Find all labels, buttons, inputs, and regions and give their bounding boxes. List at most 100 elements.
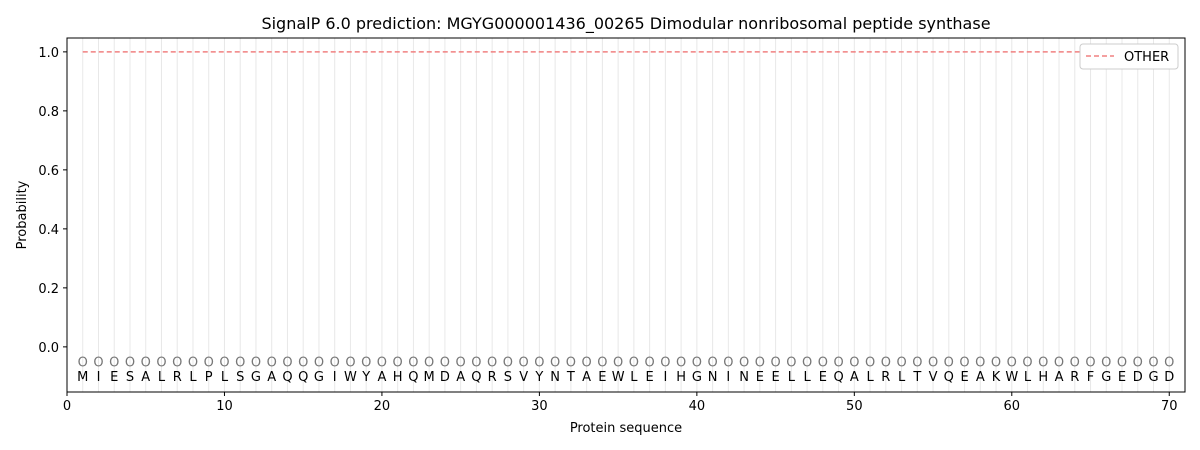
y-tick-label: 0.6 <box>38 164 59 179</box>
region-label: O <box>944 356 954 371</box>
residue-label: I <box>726 370 730 385</box>
x-tick-label: 50 <box>846 399 863 414</box>
residue-label: P <box>205 370 213 385</box>
region-label: O <box>424 356 434 371</box>
residue-label: D <box>440 370 450 385</box>
region-label: O <box>1007 356 1017 371</box>
residue-label: Y <box>534 370 543 385</box>
residue-label: I <box>97 370 101 385</box>
region-label: O <box>739 356 749 371</box>
region-label: O <box>818 356 828 371</box>
residue-label: G <box>692 370 702 385</box>
residue-label: G <box>1148 370 1158 385</box>
residue-label: K <box>992 370 1001 385</box>
region-label: O <box>1148 356 1158 371</box>
residue-label: I <box>663 370 667 385</box>
region-label: O <box>503 356 513 371</box>
residue-label: A <box>1055 370 1064 385</box>
residue-label: R <box>881 370 890 385</box>
region-label: O <box>125 356 135 371</box>
residue-label: G <box>1101 370 1111 385</box>
x-tick-label: 20 <box>374 399 391 414</box>
residue-label: W <box>612 370 625 385</box>
x-tick-label: 40 <box>689 399 706 414</box>
region-label: O <box>235 356 245 371</box>
residue-label: V <box>519 370 528 385</box>
region-label: O <box>849 356 859 371</box>
residue-label: G <box>251 370 261 385</box>
residue-label: E <box>819 370 827 385</box>
region-label: O <box>456 356 466 371</box>
residue-label: N <box>708 370 718 385</box>
x-tick-label: 30 <box>531 399 548 414</box>
residue-label: Y <box>361 370 370 385</box>
region-label: O <box>1117 356 1127 371</box>
legend: OTHER <box>1079 43 1179 70</box>
residue-label: L <box>1024 370 1032 385</box>
residue-label: A <box>141 370 150 385</box>
region-label: O <box>471 356 481 371</box>
residue-label: H <box>393 370 403 385</box>
residue-label: G <box>314 370 324 385</box>
region-label: O <box>314 356 324 371</box>
region-label: O <box>645 356 655 371</box>
region-label: O <box>629 356 639 371</box>
region-label: O <box>959 356 969 371</box>
region-label: O <box>330 356 340 371</box>
region-label: O <box>109 356 119 371</box>
region-label: O <box>78 356 88 371</box>
region-label: O <box>550 356 560 371</box>
region-label: O <box>613 356 623 371</box>
legend-label-other: OTHER <box>1124 50 1169 65</box>
region-label: O <box>1070 356 1080 371</box>
residue-label: W <box>344 370 357 385</box>
region-label: O <box>755 356 765 371</box>
region-label: O <box>519 356 529 371</box>
residue-label: E <box>110 370 118 385</box>
region-label: O <box>393 356 403 371</box>
residue-label: N <box>739 370 749 385</box>
region-label: O <box>770 356 780 371</box>
y-tick-label: 0.0 <box>38 341 59 356</box>
region-label: O <box>1054 356 1064 371</box>
region-label: O <box>534 356 544 371</box>
region-label: O <box>597 356 607 371</box>
y-tick-label: 0.2 <box>38 282 59 297</box>
residue-label: W <box>1005 370 1018 385</box>
region-label: O <box>361 356 371 371</box>
region-label: O <box>928 356 938 371</box>
region-label: O <box>204 356 214 371</box>
y-tick-label: 1.0 <box>38 46 59 61</box>
residue-label: Q <box>471 370 481 385</box>
x-tick-label: 10 <box>216 399 233 414</box>
residue-label: E <box>756 370 764 385</box>
residue-label: A <box>456 370 465 385</box>
region-label: O <box>1133 356 1143 371</box>
x-tick-label: 70 <box>1161 399 1178 414</box>
y-tick-label: 0.4 <box>38 223 59 238</box>
region-label: O <box>896 356 906 371</box>
residue-label: H <box>676 370 686 385</box>
region-label: O <box>440 356 450 371</box>
residue-label: T <box>912 370 921 385</box>
region-label: O <box>298 356 308 371</box>
residue-label: L <box>898 370 906 385</box>
region-label: O <box>723 356 733 371</box>
residue-label: L <box>803 370 811 385</box>
residue-label: T <box>566 370 575 385</box>
residue-label: L <box>866 370 874 385</box>
region-label: O <box>676 356 686 371</box>
residue-label: E <box>771 370 779 385</box>
residue-label: S <box>504 370 512 385</box>
region-label: O <box>582 356 592 371</box>
region-label: O <box>566 356 576 371</box>
region-label: O <box>1101 356 1111 371</box>
residue-label: F <box>1087 370 1094 385</box>
plot-area <box>66 37 1186 393</box>
region-label: O <box>377 356 387 371</box>
region-label: O <box>865 356 875 371</box>
region-label: O <box>93 356 103 371</box>
region-label: O <box>692 356 702 371</box>
region-label: O <box>172 356 182 371</box>
